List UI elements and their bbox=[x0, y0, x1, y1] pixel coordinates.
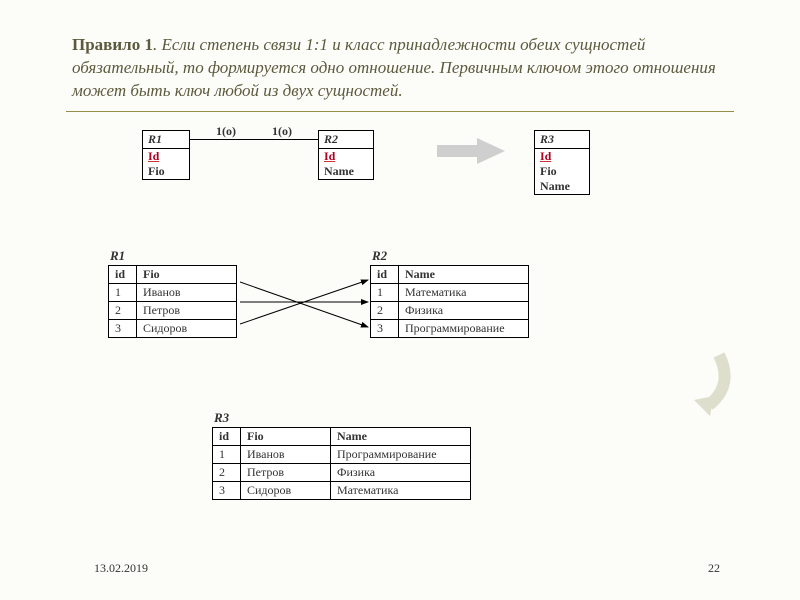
table-row: 2Физика bbox=[371, 302, 529, 320]
schema-r3-f1: Fio bbox=[535, 164, 589, 179]
r1-col-id: id bbox=[109, 266, 137, 284]
r2-col-name: Name bbox=[399, 266, 529, 284]
table-r2: R2 idName 1Математика 2Физика 3Программи… bbox=[370, 248, 529, 338]
schema-r2-f0: Id bbox=[319, 149, 373, 164]
schema-r1-f1: Fio bbox=[143, 164, 189, 179]
table-r2-title: R2 bbox=[372, 248, 529, 264]
r3-col-fio: Fio bbox=[241, 428, 331, 446]
table-row: 2ПетровФизика bbox=[213, 464, 471, 482]
table-r1-title: R1 bbox=[110, 248, 237, 264]
curve-arrow-icon bbox=[684, 350, 734, 420]
footer-date: 13.02.2019 bbox=[94, 561, 148, 576]
table-row: 3СидоровМатематика bbox=[213, 482, 471, 500]
table-r1: R1 idFio 1Иванов 2Петров 3Сидоров bbox=[108, 248, 237, 338]
schema-r1-f0: Id bbox=[143, 149, 189, 164]
table-r3-title: R3 bbox=[214, 410, 471, 426]
schema-r1-name: R1 bbox=[143, 131, 189, 149]
schema-r3-name: R3 bbox=[535, 131, 589, 149]
table-row: 3Сидоров bbox=[109, 320, 237, 338]
rule-title: Правило 1 bbox=[72, 35, 153, 54]
relation-line bbox=[190, 139, 318, 140]
divider bbox=[66, 111, 734, 112]
table-row: 1ИвановПрограммирование bbox=[213, 446, 471, 464]
card-left: 1(о) bbox=[216, 124, 236, 139]
schema-r2-f1: Name bbox=[319, 164, 373, 179]
table-row: 3Программирование bbox=[371, 320, 529, 338]
r3-col-id: id bbox=[213, 428, 241, 446]
table-row: 1Иванов bbox=[109, 284, 237, 302]
schema-r3-f2: Name bbox=[535, 179, 589, 194]
table-r3: R3 id Fio Name 1ИвановПрограммирование 2… bbox=[212, 410, 471, 500]
card-right: 1(о) bbox=[272, 124, 292, 139]
table-row: 2Петров bbox=[109, 302, 237, 320]
schema-r2-name: R2 bbox=[319, 131, 373, 149]
footer-page: 22 bbox=[708, 561, 720, 576]
rule-paragraph: Правило 1. Если степень связи 1:1 и клас… bbox=[72, 34, 728, 103]
arrow-right-icon bbox=[437, 136, 507, 166]
mapping-arrows-icon bbox=[240, 272, 380, 342]
table-row: 1Математика bbox=[371, 284, 529, 302]
schema-row: R1 Id Fio 1(о) 1(о) R2 Id Name R3 Id Fio… bbox=[142, 130, 728, 210]
schema-r3-f0: Id bbox=[535, 149, 589, 164]
r1-col-fio: Fio bbox=[137, 266, 237, 284]
r3-col-name: Name bbox=[331, 428, 471, 446]
rule-body: . Если степень связи 1:1 и класс принадл… bbox=[72, 35, 716, 100]
